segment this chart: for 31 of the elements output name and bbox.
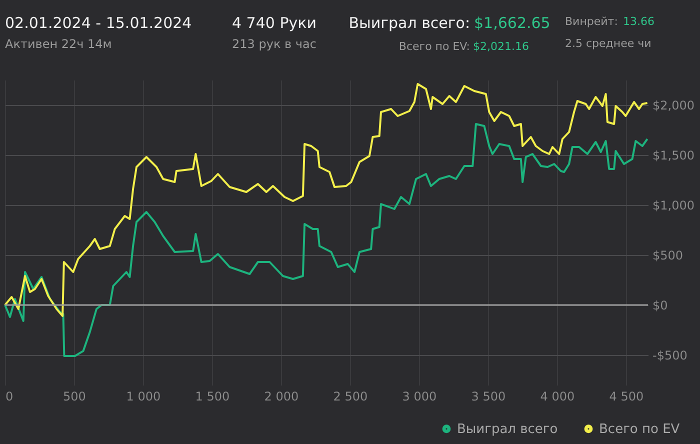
y-tick-label: $1,000 xyxy=(652,198,694,212)
text: Винрейт: xyxy=(565,15,618,28)
x-tick-label: 1 500 xyxy=(195,390,230,404)
line-series xyxy=(4,83,648,317)
text: 13.66 xyxy=(623,15,654,28)
chart-subtitle: Активен 22ч 14м xyxy=(5,37,112,51)
legend-label: Выиграл всего xyxy=(457,422,558,437)
x-tick-label: 2 000 xyxy=(264,390,299,404)
x-tick-label: 500 xyxy=(63,390,86,404)
text: 2.5 среднее чи xyxy=(565,37,652,50)
y-tick-label: $500 xyxy=(652,248,684,262)
chart-title: 02.01.2024 - 15.01.2024 xyxy=(5,14,192,32)
x-tick-label: 0 xyxy=(6,390,14,404)
text: 4 740 Руки xyxy=(232,14,316,32)
x-tick-label: 3 500 xyxy=(471,390,506,404)
y-tick-label: -$500 xyxy=(652,348,688,362)
text: $1,662.65 xyxy=(474,14,550,32)
text: $2,021.16 xyxy=(473,40,529,53)
y-tick-label: $2,000 xyxy=(652,98,694,112)
line-series xyxy=(4,123,648,357)
x-tick-label: 1 000 xyxy=(126,390,161,404)
text: Выиграл всего: xyxy=(348,14,470,32)
x-tick-label: 3 000 xyxy=(402,390,437,404)
text: Всего по EV: xyxy=(398,40,470,53)
legend-label: Всего по EV xyxy=(599,422,680,437)
y-tick-label: $1,500 xyxy=(652,148,694,162)
x-tick-label: 4 000 xyxy=(540,390,575,404)
y-tick-label: $0 xyxy=(652,298,668,312)
x-tick-label: 4 500 xyxy=(609,390,644,404)
x-tick-label: 2 500 xyxy=(333,390,368,404)
text: 213 рук в час xyxy=(232,37,316,51)
